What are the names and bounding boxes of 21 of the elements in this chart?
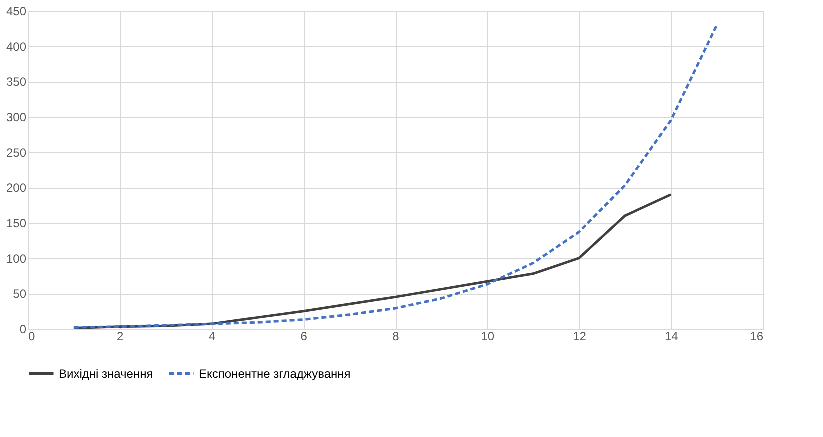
y-tick-label: 250 — [6, 146, 27, 160]
x-tick-label: 2 — [117, 330, 124, 344]
y-tick-label: 100 — [6, 252, 27, 266]
legend-label: Експонентне згладжування — [199, 366, 351, 381]
y-tick-label: 150 — [6, 216, 27, 230]
x-tick-label: 12 — [573, 330, 587, 344]
x-tick-label: 8 — [392, 330, 400, 344]
y-tick-label: 50 — [13, 287, 27, 302]
x-tick-label: 6 — [300, 330, 308, 344]
line-series — [72, 24, 718, 329]
x-tick-label: 4 — [208, 330, 216, 344]
y-tick-label: 300 — [6, 110, 27, 124]
y-tick-label: 450 — [6, 4, 27, 18]
x-tick-label: 0 — [28, 330, 36, 344]
y-tick-label: 400 — [6, 40, 27, 54]
y-tick-label: 350 — [6, 75, 27, 90]
x-tick-label: 14 — [664, 330, 679, 344]
x-tick-label: 16 — [750, 330, 764, 344]
y-tick-label: 200 — [6, 181, 27, 196]
legend-label: Вихідні значення — [59, 366, 154, 381]
x-tick-label: 10 — [481, 330, 495, 344]
